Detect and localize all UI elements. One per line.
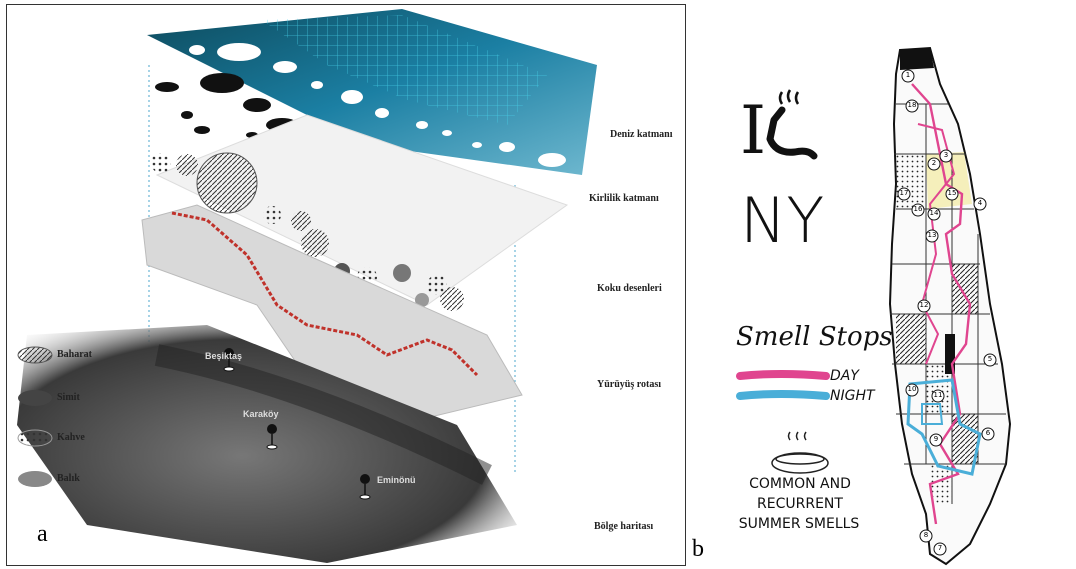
legend-label-coffee: Kahve — [57, 432, 85, 443]
pin-karakoy — [266, 424, 278, 450]
day-line — [736, 370, 830, 380]
layer-label-sea: Deniz katmanı — [610, 129, 673, 140]
title-i: I — [740, 92, 767, 169]
sea-layer — [147, 9, 597, 175]
map-marker-number: 3 — [943, 151, 949, 159]
map-marker-number: 16 — [913, 205, 923, 213]
map-marker-number: 10 — [907, 385, 917, 393]
map-marker-number: 18 — [907, 101, 917, 109]
panel-b: I — [690, 4, 1074, 566]
legend-icons — [17, 346, 53, 487]
smell-stops-title: Smell Stops — [736, 322, 893, 352]
region-map-layer — [17, 325, 517, 563]
panel-letter-b: b — [692, 536, 704, 562]
layer-label-route: Yürüyüş rotası — [597, 379, 661, 390]
map-marker-number: 5 — [987, 355, 993, 363]
map-marker-number: 2 — [931, 159, 937, 167]
place-label-eminonu: Eminönü — [377, 475, 416, 485]
panel-letter-a: a — [37, 521, 48, 547]
map-marker-number: 7 — [937, 544, 943, 552]
legend-label-spice: Baharat — [57, 349, 92, 360]
hot-dog-icon — [771, 431, 829, 474]
layer-label-pollution: Kirlilik katmanı — [589, 193, 659, 204]
pin-eminonu — [359, 474, 371, 500]
map-markers — [897, 69, 997, 556]
legend-night-label: NIGHT — [830, 388, 875, 404]
walking-route-layer — [141, 204, 523, 438]
map-marker-number: 15 — [947, 189, 957, 197]
map-marker-number: 4 — [977, 199, 983, 207]
guide-lines — [148, 65, 516, 475]
place-label-karakoy: Karaköy — [243, 409, 279, 419]
legend-label-fish: Balık — [57, 473, 80, 484]
map-marker-number: 17 — [899, 189, 909, 197]
caption-line-3: SUMMER SMELLS — [738, 516, 860, 532]
place-label-besiktas: Beşiktaş — [205, 351, 243, 361]
nose-icon — [766, 89, 818, 160]
legend-label-simit: Simit — [57, 392, 80, 403]
layer-label-region: Bölge haritası — [594, 521, 654, 532]
map-marker-number: 14 — [929, 209, 939, 217]
title-ny: NY — [740, 184, 825, 257]
map-marker-number: 8 — [923, 531, 929, 539]
map-marker-number: 9 — [933, 435, 939, 443]
legend-day-label: DAY — [830, 368, 859, 384]
map-marker-number: 13 — [927, 231, 937, 239]
map-marker-number: 6 — [985, 429, 991, 437]
pin-besiktas — [223, 348, 235, 372]
map-pins — [223, 348, 371, 500]
manhattan-map — [888, 46, 1012, 566]
caption-line-1: COMMON AND — [749, 476, 851, 492]
panel-a: Deniz katmanı Kirlilik katmanı Koku dese… — [6, 4, 686, 566]
layer-label-smell: Koku desenleri — [597, 283, 662, 294]
night-line — [736, 390, 830, 400]
map-marker-number: 1 — [905, 71, 911, 79]
map-marker-number: 11 — [933, 391, 943, 399]
caption-line-2: RECURRENT — [757, 496, 843, 512]
smell-pattern-layer — [151, 114, 569, 311]
panel-b-art — [736, 46, 1012, 566]
layered-diagram — [17, 9, 597, 563]
map-marker-number: 12 — [919, 301, 929, 309]
